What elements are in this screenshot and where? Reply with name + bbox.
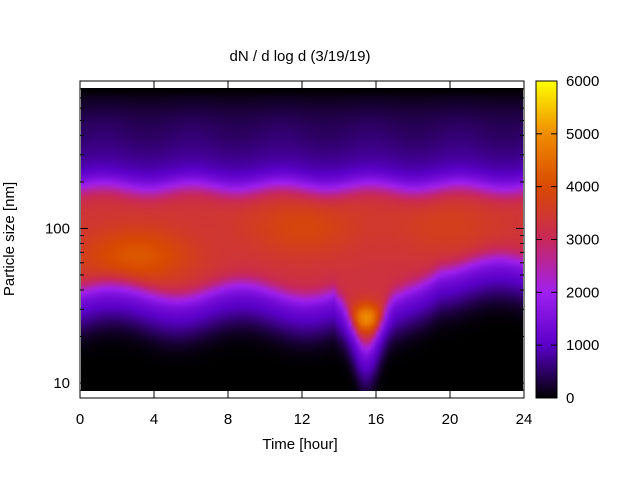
x-axis-label: Time [hour] [262, 436, 337, 453]
x-tick-label: 12 [294, 411, 311, 428]
y-axis: 10 100 [45, 80, 524, 399]
x-tick-label: 16 [368, 411, 385, 428]
colorbar-tick-label: 2000 [566, 284, 599, 301]
x-tick-label: 0 [76, 411, 84, 428]
colorbar-tick-label: 0 [566, 390, 574, 407]
colorbar-tick-label: 6000 [566, 73, 599, 90]
y-axis-label: Particle size [nm] [1, 182, 18, 296]
x-axis: 0 4 8 12 16 20 24 [76, 81, 533, 428]
x-tick-label: 24 [516, 411, 533, 428]
y-tick-label: 100 [45, 220, 70, 237]
x-tick-label: 4 [150, 411, 158, 428]
x-tick-label: 20 [442, 411, 459, 428]
colorbar-tick-label: 1000 [566, 337, 599, 354]
heatmap-image [81, 88, 523, 391]
colorbar-tick-label: 5000 [566, 126, 599, 143]
colorbar-axis: 0 1000 2000 3000 4000 5000 6000 [536, 73, 599, 407]
x-tick-label: 8 [224, 411, 232, 428]
y-tick-label: 10 [53, 375, 70, 392]
colorbar-tick-label: 4000 [566, 179, 599, 196]
colorbar-tick-label: 3000 [566, 232, 599, 249]
chart-title: dN / d log d (3/19/19) [230, 48, 371, 65]
heatmap-cells [81, 88, 523, 391]
